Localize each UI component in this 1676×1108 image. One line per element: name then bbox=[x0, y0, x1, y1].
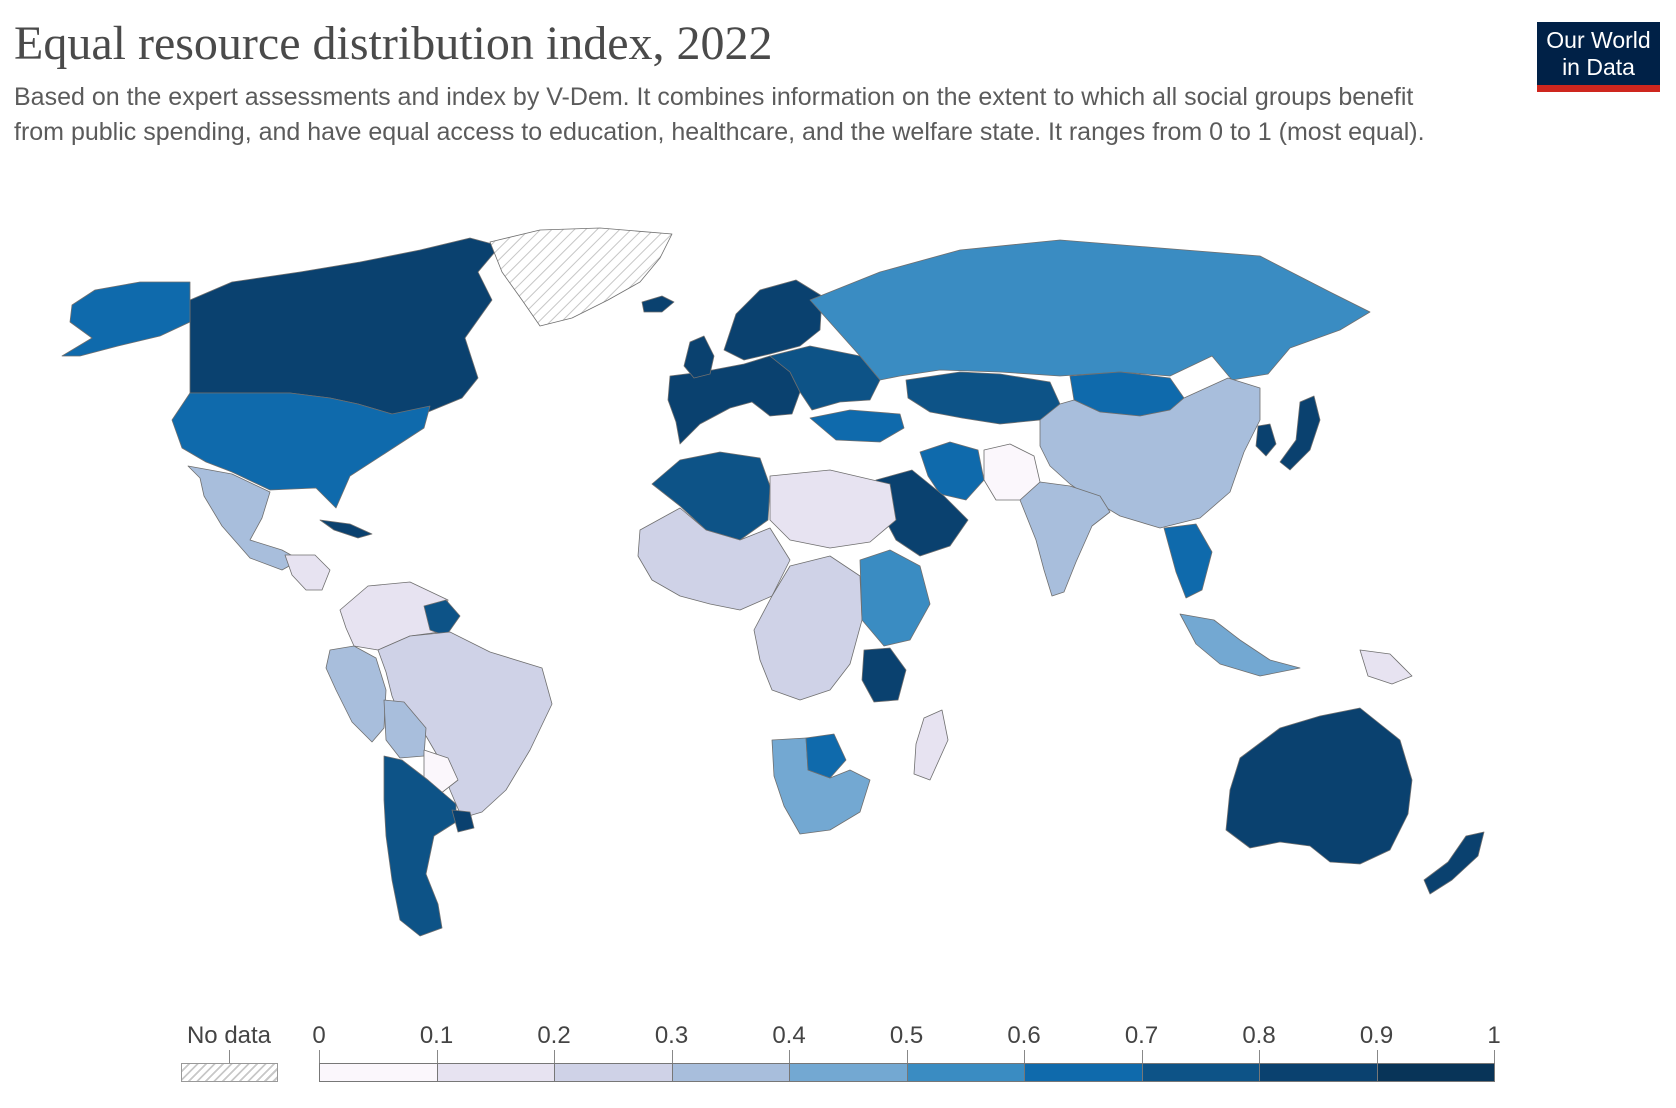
region-greenland[interactable] bbox=[489, 227, 673, 327]
legend-tick bbox=[1259, 1050, 1260, 1063]
legend-tick-label: 0.1 bbox=[419, 1022, 454, 1049]
legend-swatch-0.8-0.9[interactable] bbox=[1259, 1063, 1378, 1082]
region-iceland[interactable] bbox=[641, 295, 675, 313]
legend-swatch-0-0.1[interactable] bbox=[319, 1063, 438, 1082]
region-india[interactable] bbox=[1019, 481, 1111, 597]
region-southeast-asia[interactable] bbox=[1163, 523, 1213, 599]
region-new-zealand[interactable] bbox=[1423, 831, 1485, 895]
legend-tick-label: 0 bbox=[312, 1022, 326, 1049]
region-australia[interactable] bbox=[1225, 707, 1413, 865]
legend-no-data-swatch[interactable] bbox=[181, 1063, 278, 1082]
region-eastern-europe[interactable] bbox=[769, 345, 881, 411]
legend-tick-label: 0.7 bbox=[1124, 1022, 1159, 1049]
legend-tick bbox=[319, 1050, 320, 1063]
legend-tick-label: 0.3 bbox=[654, 1022, 689, 1049]
legend-swatch-0.1-0.2[interactable] bbox=[436, 1063, 555, 1082]
region-sahel-north-africa[interactable] bbox=[769, 469, 897, 549]
region-madagascar[interactable] bbox=[913, 709, 949, 781]
legend-tick bbox=[1494, 1050, 1495, 1063]
legend-swatch-0.2-0.3[interactable] bbox=[554, 1063, 673, 1082]
region-japan[interactable] bbox=[1279, 395, 1321, 471]
legend-tick-label: 0.6 bbox=[1007, 1022, 1041, 1049]
legend-swatch-0.3-0.4[interactable] bbox=[671, 1063, 790, 1082]
region-uruguay[interactable] bbox=[451, 809, 475, 833]
legend-swatch-0.7-0.8[interactable] bbox=[1141, 1063, 1260, 1082]
region-alaska[interactable] bbox=[61, 281, 191, 357]
legend-tick bbox=[436, 1050, 438, 1063]
legend-tick-label: 0.2 bbox=[537, 1022, 571, 1049]
region-canada[interactable] bbox=[189, 237, 501, 415]
region-paraguay[interactable] bbox=[423, 749, 459, 795]
region-central-africa[interactable] bbox=[753, 555, 863, 701]
region-colombia-venezuela[interactable] bbox=[339, 581, 449, 651]
legend-tick bbox=[1376, 1050, 1378, 1063]
legend-tick bbox=[554, 1050, 555, 1063]
legend-tick bbox=[1141, 1050, 1143, 1063]
region-iran[interactable] bbox=[919, 441, 985, 501]
region-algeria-morocco[interactable] bbox=[651, 451, 771, 541]
region-united-states[interactable] bbox=[171, 392, 431, 509]
region-turkey[interactable] bbox=[809, 409, 905, 443]
chart-subtitle: Based on the expert assessments and inde… bbox=[14, 83, 1425, 146]
region-russia[interactable] bbox=[809, 239, 1371, 381]
region-indonesia[interactable] bbox=[1179, 613, 1301, 677]
region-cuba[interactable] bbox=[319, 519, 373, 539]
world-map bbox=[61, 227, 1485, 937]
legend-tick-label: 1 bbox=[1487, 1022, 1501, 1049]
legend-tick-label: 0.9 bbox=[1359, 1022, 1394, 1049]
region-korea[interactable] bbox=[1255, 423, 1277, 457]
region-kazakhstan[interactable] bbox=[905, 371, 1061, 425]
region-peru-ecuador[interactable] bbox=[325, 645, 387, 743]
logo-line-2: in Data bbox=[1562, 54, 1635, 80]
region-papua-new-guinea[interactable] bbox=[1359, 649, 1413, 685]
legend-tick bbox=[789, 1050, 790, 1063]
region-central-america[interactable] bbox=[284, 554, 331, 591]
region-east-africa[interactable] bbox=[859, 549, 931, 647]
legend-tick-label: 0.4 bbox=[772, 1022, 806, 1049]
legend-tick bbox=[1024, 1050, 1025, 1063]
logo-line-1: Our World bbox=[1546, 27, 1651, 53]
legend-swatch-0.6-0.7[interactable] bbox=[1024, 1063, 1143, 1082]
legend-swatch-0.5-0.6[interactable] bbox=[906, 1063, 1025, 1082]
legend-tick-label: 0.8 bbox=[1242, 1022, 1276, 1049]
legend-swatch-0.9-1[interactable] bbox=[1376, 1063, 1495, 1082]
region-uk-ireland[interactable] bbox=[683, 335, 715, 379]
legend-no-data-tick bbox=[229, 1050, 230, 1063]
legend-tick-label: 0.5 bbox=[889, 1022, 924, 1049]
region-argentina-chile[interactable] bbox=[383, 755, 457, 937]
region-afghanistan-pakistan[interactable] bbox=[983, 443, 1041, 501]
region-guyana-suriname[interactable] bbox=[423, 599, 461, 637]
legend-tick bbox=[671, 1050, 673, 1063]
legend-no-data-label: No data bbox=[186, 1022, 272, 1049]
legend-tick bbox=[906, 1050, 908, 1063]
region-scandinavia[interactable] bbox=[723, 279, 823, 361]
region-tanzania[interactable] bbox=[861, 647, 907, 703]
chart-title: Equal resource distribution index, 2022 bbox=[14, 17, 773, 70]
legend-swatch-0.4-0.5[interactable] bbox=[789, 1063, 908, 1082]
region-botswana[interactable] bbox=[805, 733, 847, 779]
owid-logo[interactable]: Our World in Data bbox=[1537, 22, 1660, 92]
region-western-europe[interactable] bbox=[667, 355, 801, 445]
region-china[interactable] bbox=[1039, 377, 1261, 529]
